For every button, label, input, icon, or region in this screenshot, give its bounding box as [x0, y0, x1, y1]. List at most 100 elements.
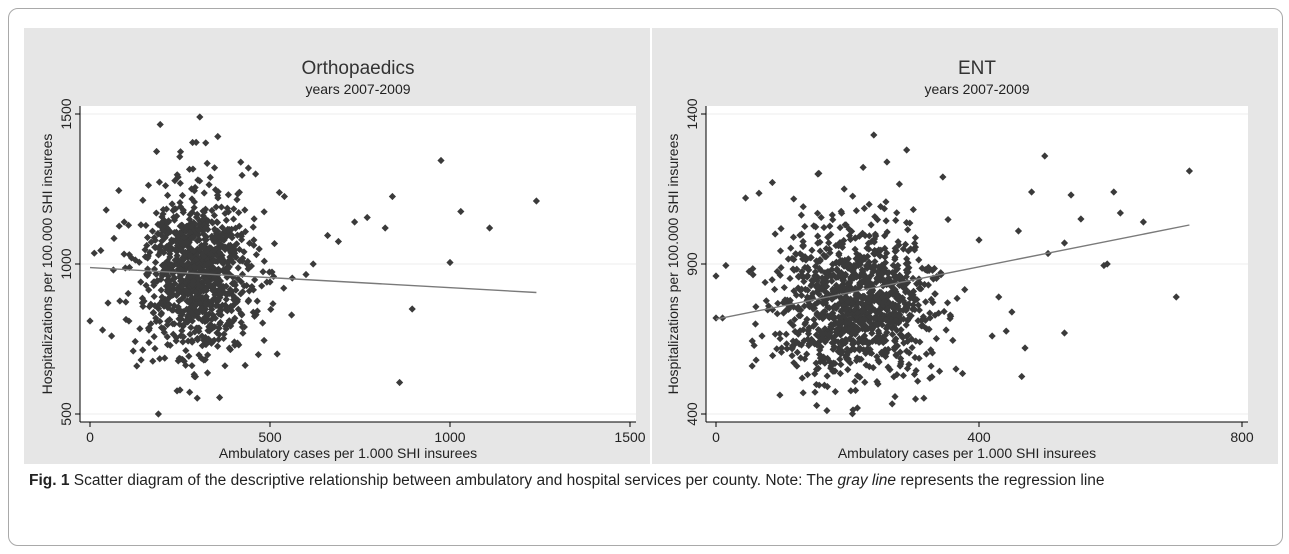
data-point [915, 256, 923, 264]
data-point [152, 314, 160, 322]
data-point [237, 158, 245, 166]
data-point [152, 270, 160, 278]
data-point [233, 339, 242, 347]
data-point [911, 395, 920, 403]
data-point [193, 394, 201, 402]
data-point [215, 267, 223, 276]
x-tick-label: 1500 [614, 429, 645, 445]
data-point [712, 272, 720, 280]
data-point [864, 294, 872, 302]
data-point [873, 216, 882, 224]
data-point [266, 278, 274, 286]
data-point [190, 187, 198, 195]
data-point [179, 338, 187, 346]
data-point [110, 234, 118, 242]
data-point [815, 350, 824, 359]
data-point [187, 244, 195, 253]
data-point [224, 227, 232, 235]
data-point [777, 348, 786, 356]
data-point [975, 236, 983, 244]
data-point [176, 153, 184, 161]
data-point [194, 324, 202, 332]
data-point [163, 296, 171, 304]
data-point [139, 302, 147, 311]
data-point [894, 302, 902, 310]
data-point [899, 297, 908, 305]
data-point [161, 182, 170, 190]
data-point [172, 228, 180, 236]
data-point [199, 243, 207, 251]
data-point [749, 265, 757, 273]
data-point [874, 356, 882, 364]
data-point [804, 286, 812, 294]
data-point [928, 349, 937, 357]
data-point [206, 320, 215, 329]
data-point [243, 281, 251, 290]
data-point [916, 338, 924, 346]
data-point [212, 203, 220, 211]
data-point [231, 253, 239, 261]
caption-emphasis: gray line [837, 472, 897, 489]
data-point [102, 206, 110, 214]
data-point [437, 156, 445, 165]
data-point [154, 410, 162, 418]
data-point [896, 271, 904, 280]
data-point [809, 289, 817, 297]
data-point [876, 315, 884, 323]
data-point [904, 337, 912, 345]
data-point [195, 289, 203, 297]
data-point [777, 225, 785, 233]
data-point [797, 211, 805, 219]
data-point [249, 223, 257, 231]
x-tick-label: 800 [1230, 429, 1254, 445]
data-point [157, 275, 165, 283]
data-point [864, 276, 872, 284]
data-point [324, 231, 332, 240]
data-point [241, 361, 249, 369]
data-point [244, 257, 252, 266]
data-point [805, 341, 813, 350]
data-point [214, 342, 222, 350]
data-point [239, 288, 247, 296]
data-point [188, 195, 196, 203]
data-point [911, 243, 920, 251]
data-point [165, 300, 173, 308]
data-point [958, 369, 967, 378]
data-point [917, 285, 925, 293]
data-point [832, 241, 840, 250]
data-point [210, 164, 219, 172]
data-point [206, 173, 214, 181]
data-point [783, 340, 791, 348]
data-point [195, 236, 203, 244]
data-point [214, 132, 222, 141]
data-point [883, 328, 891, 336]
data-point [861, 326, 870, 334]
data-point [852, 312, 861, 321]
data-point [817, 343, 825, 351]
data-point [195, 226, 203, 235]
data-point [162, 282, 171, 290]
data-point [811, 268, 819, 276]
data-point [230, 205, 238, 213]
chart-panel-orthopaedics: 500 1000 1500 0 500 1000 1500 Orthopaedics years… [24, 28, 650, 464]
data-point [176, 148, 185, 156]
data-point [788, 352, 796, 360]
data-point [906, 219, 914, 227]
data-point [1060, 329, 1069, 337]
data-point [219, 283, 227, 291]
data-point [825, 313, 833, 321]
x-axis-label: Ambulatory cases per 1.000 SHI insurees [838, 445, 1096, 461]
data-point [191, 288, 199, 296]
data-point [161, 354, 169, 362]
data-point [896, 348, 904, 356]
data-point [813, 299, 821, 307]
data-point [912, 367, 920, 375]
data-point [137, 278, 145, 286]
data-point [849, 192, 857, 200]
data-point [932, 335, 940, 343]
data-point [790, 195, 798, 203]
data-point [824, 233, 832, 241]
data-point [224, 265, 232, 273]
data-point [778, 344, 786, 352]
data-point [900, 339, 908, 347]
